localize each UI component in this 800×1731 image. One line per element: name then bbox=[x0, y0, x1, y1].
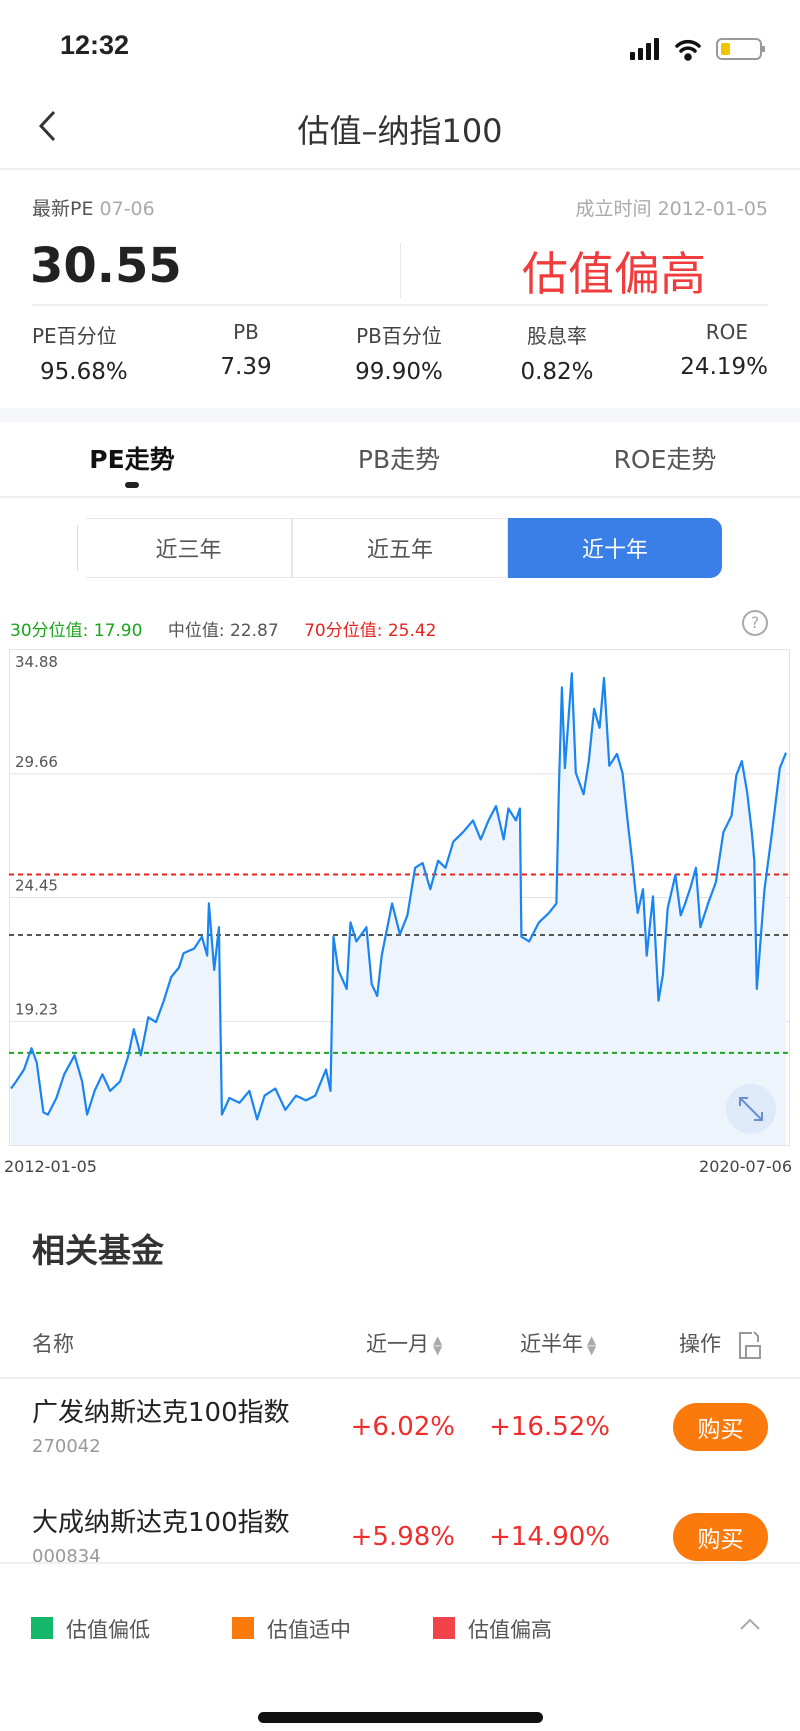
signal-icon bbox=[630, 38, 659, 60]
divider bbox=[400, 243, 401, 298]
metric-value: 24.19% bbox=[680, 354, 768, 380]
range-5y[interactable]: 近五年 bbox=[292, 518, 508, 578]
divider bbox=[0, 496, 800, 498]
metric-value: 99.90% bbox=[355, 359, 443, 385]
pe-value: 30.55 bbox=[30, 238, 182, 294]
inception-date-value: 2012-01-05 bbox=[657, 198, 768, 220]
fund-month-return: +6.02% bbox=[350, 1412, 455, 1442]
buy-button[interactable]: 购买 bbox=[673, 1403, 768, 1451]
tab-pe-trend[interactable]: PE走势 bbox=[89, 445, 175, 474]
inception-label: 成立时间 bbox=[575, 198, 652, 220]
metric-label: PB bbox=[233, 320, 259, 344]
metric-pb: PB 7.39 bbox=[186, 320, 306, 380]
col-name: 名称 bbox=[32, 1332, 74, 1356]
status-time: 12:32 bbox=[60, 30, 130, 60]
tab-pb-trend[interactable]: PB走势 bbox=[357, 445, 441, 474]
latest-pe-label: 最新PE 07-06 bbox=[32, 194, 155, 221]
fund-code: 270042 bbox=[32, 1436, 101, 1457]
expand-button[interactable] bbox=[726, 1084, 776, 1134]
expand-icon bbox=[739, 1097, 763, 1121]
fund-name: 广发纳斯达克100指数 bbox=[32, 1398, 290, 1428]
x-tick-end: 2020-07-06 bbox=[699, 1157, 792, 1176]
fund-half-year-return: +14.90% bbox=[489, 1522, 610, 1552]
segment-edge bbox=[77, 525, 78, 571]
fund-row[interactable]: 广发纳斯达克100指数 270042 +6.02% +16.52% 购买 bbox=[0, 1380, 800, 1490]
divider bbox=[0, 168, 800, 170]
legend-low: 估值偏低 bbox=[66, 1618, 150, 1642]
p30-value: 17.90 bbox=[93, 621, 143, 641]
metric-pb-percentile: PB百分位 99.90% bbox=[334, 320, 464, 385]
metric-roe: ROE 24.19% bbox=[680, 320, 768, 380]
divider bbox=[32, 304, 768, 306]
legend-low-swatch bbox=[31, 1617, 53, 1639]
metric-value: 7.39 bbox=[220, 354, 272, 380]
divider bbox=[0, 1377, 800, 1379]
col-month-sort[interactable]: 近一月 ▲ ▼ bbox=[366, 1328, 442, 1358]
help-icon[interactable]: ? bbox=[742, 610, 768, 636]
y-tick-label: 24.45 bbox=[15, 877, 58, 895]
y-tick-label: 34.88 bbox=[15, 653, 58, 671]
x-tick-start: 2012-01-05 bbox=[4, 1157, 97, 1176]
inception-date: 成立时间 2012-01-05 bbox=[576, 194, 768, 221]
median-value: 22.87 bbox=[229, 621, 279, 641]
metric-pe-percentile: PE百分位 95.68% bbox=[32, 320, 128, 385]
latest-pe-label-text: 最新PE bbox=[32, 198, 94, 220]
col-half-year-label: 近半年 bbox=[520, 1332, 583, 1356]
status-icons bbox=[630, 38, 765, 61]
tab-indicator bbox=[125, 482, 139, 488]
col-action-label: 操作 bbox=[679, 1332, 721, 1356]
sort-icon: ▲ ▼ bbox=[587, 1333, 597, 1357]
p70-label: 70分位值: bbox=[304, 621, 383, 641]
fund-name: 大成纳斯达克100指数 bbox=[32, 1508, 290, 1538]
percentile-legend: 30分位值: 17.90 中位值: 22.87 70分位值: 25.42 bbox=[10, 616, 437, 641]
chevron-up-icon[interactable] bbox=[738, 1616, 762, 1632]
latest-pe-date: 07-06 bbox=[99, 198, 155, 220]
range-3y[interactable]: 近三年 bbox=[86, 518, 292, 578]
metric-value: 0.82% bbox=[520, 359, 594, 385]
metric-label: PE百分位 bbox=[32, 324, 117, 348]
metric-dividend-yield: 股息率 0.82% bbox=[497, 320, 617, 385]
series-area bbox=[11, 673, 786, 1145]
battery-icon bbox=[716, 38, 765, 60]
legend-high-swatch bbox=[433, 1617, 455, 1639]
valuation-status: 估值偏高 bbox=[522, 247, 706, 301]
tab-roe-trend[interactable]: ROE走势 bbox=[613, 445, 717, 474]
share-icon[interactable] bbox=[734, 1330, 762, 1360]
range-10y[interactable]: 近十年 bbox=[508, 518, 722, 578]
legend-mid-swatch bbox=[232, 1617, 254, 1639]
series-line bbox=[10, 672, 788, 1121]
metric-label: PB百分位 bbox=[356, 324, 442, 348]
buy-button[interactable]: 购买 bbox=[673, 1513, 768, 1561]
fund-code: 000834 bbox=[32, 1546, 101, 1567]
sort-icon: ▲ ▼ bbox=[433, 1333, 443, 1357]
metric-label: 股息率 bbox=[527, 324, 587, 348]
page-title: 估值–纳指100 bbox=[297, 112, 503, 150]
legend-high: 估值偏高 bbox=[468, 1618, 552, 1642]
p70-value: 25.42 bbox=[387, 621, 437, 641]
chevron-left-icon bbox=[38, 110, 56, 142]
back-button[interactable] bbox=[36, 106, 72, 148]
y-tick-label: 19.23 bbox=[15, 1000, 58, 1018]
wifi-icon bbox=[675, 39, 701, 61]
divider bbox=[0, 1562, 800, 1564]
home-indicator bbox=[258, 1712, 543, 1723]
metric-value: 95.68% bbox=[40, 359, 128, 385]
metric-label: ROE bbox=[705, 320, 748, 344]
fund-half-year-return: +16.52% bbox=[489, 1412, 610, 1442]
funds-title: 相关基金 bbox=[32, 1231, 164, 1270]
col-action: 操作 bbox=[679, 1328, 762, 1360]
y-tick-label: 29.66 bbox=[15, 753, 58, 771]
legend-mid: 估值适中 bbox=[267, 1618, 351, 1642]
p30-label: 30分位值: bbox=[10, 621, 89, 641]
col-half-year-sort[interactable]: 近半年 ▲ ▼ bbox=[520, 1328, 596, 1358]
median-label: 中位值: bbox=[167, 621, 225, 641]
fund-month-return: +5.98% bbox=[350, 1522, 455, 1552]
section-separator bbox=[0, 408, 800, 422]
col-month-label: 近一月 bbox=[366, 1332, 429, 1356]
fund-row[interactable]: 大成纳斯达克100指数 000834 +5.98% +14.90% 购买 bbox=[0, 1490, 800, 1600]
